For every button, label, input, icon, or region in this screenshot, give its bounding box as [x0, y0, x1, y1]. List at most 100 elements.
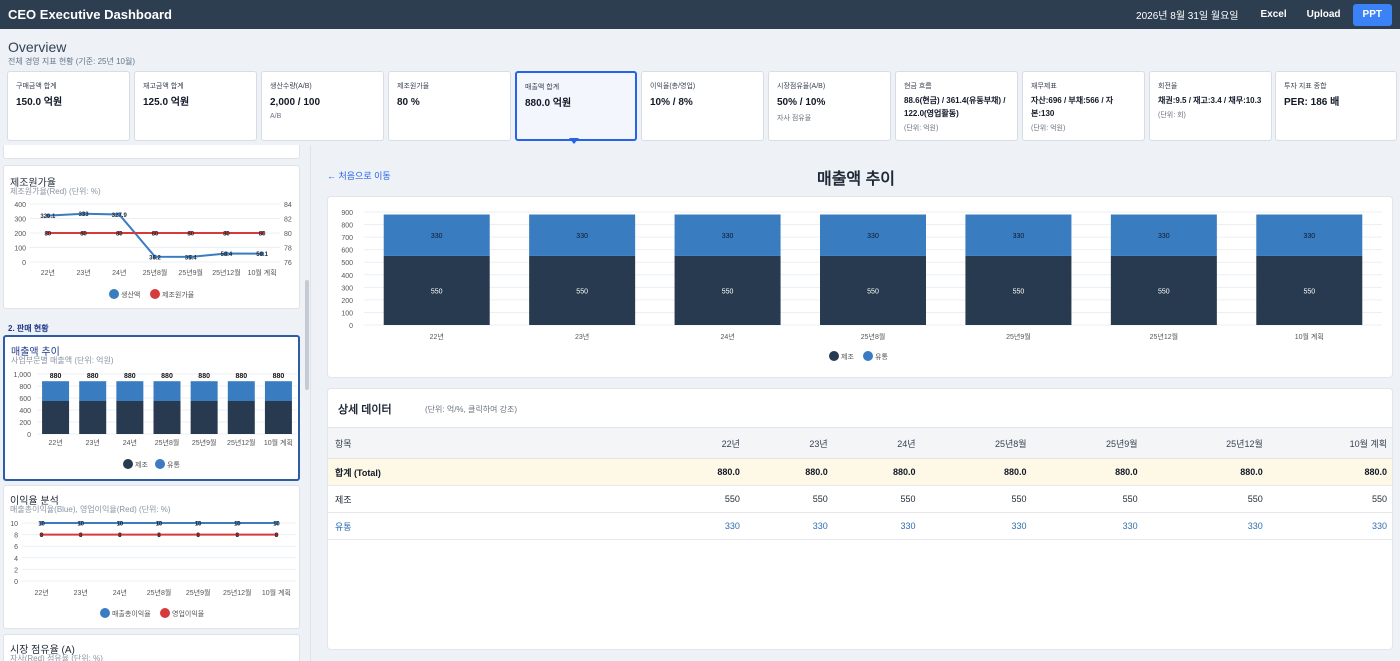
kpi-value: 80 % [397, 97, 420, 108]
x-tick-label: 25년8월 [143, 268, 168, 277]
data-point [157, 532, 161, 537]
kpi-label: 매출액 합계 [525, 84, 560, 91]
mini-sales-chart: 0 200 400 600 800 1,000 880 22년 880 23년 880 24년 880 2… [13, 372, 297, 469]
legend-label: 유통 [875, 353, 888, 361]
data-label: 80 [45, 232, 52, 238]
data-point [224, 251, 229, 256]
table-cell: 880.0 [834, 458, 923, 486]
kpi-card-production[interactable]: 생산수량(A/B) 2,000 / 100 A/B [261, 71, 384, 141]
kpi-card-financials[interactable]: 재무제표 자산:696 / 부채:566 / 자본:130 (단위: 억원) [1022, 71, 1145, 141]
data-label: 330 [722, 233, 734, 240]
x-tick-label: 10월 계획 [1295, 332, 1324, 341]
data-label: 8 [40, 533, 44, 539]
y-tick-label: 100 [14, 246, 26, 253]
legend-label: 제조 [841, 353, 854, 361]
back-to-start-link[interactable]: ← 처음으로 이동 [327, 171, 391, 181]
x-tick-label: 23년 [76, 268, 90, 277]
profit-ratio-chart: 0 2 4 6 8 10 22년 23년 24년 25년8월 25년9월 25년12월 10월 계획 10… [10, 521, 296, 618]
excel-button[interactable]: Excel [1260, 9, 1287, 20]
table-cell: 330 [1269, 512, 1392, 540]
chart-card-sales[interactable]: 매출액 추이 사업부문별 매출액 (단위: 억원) 0 200 400 600 800 1… [3, 335, 300, 481]
table-cell: 550 [746, 485, 835, 513]
left-panel-scrollbar[interactable] [305, 280, 309, 390]
bar-segment [264, 381, 292, 401]
x-tick-label: 24년 [112, 268, 126, 277]
y-tick-label: 700 [341, 235, 353, 242]
x-tick-label: 25년9월 [192, 438, 217, 447]
kpi-value: 150.0 억원 [16, 97, 63, 108]
table-row[interactable]: 제조 550 550 550 550 550 550 550 [328, 485, 1392, 513]
data-point [224, 231, 229, 235]
kpi-card-turnover[interactable]: 회전율 채권:9.5 / 재고:3.4 / 채무:10.3 (단위: 회) [1149, 71, 1272, 141]
table-cell: 880.0 [1033, 458, 1145, 486]
bar-segment [153, 401, 181, 434]
table-cell: 330 [746, 512, 835, 540]
data-label: 36.2 [149, 255, 161, 261]
card-subtitle: 자사(Red) 점유율 (단위: %) [10, 654, 103, 661]
row-label: 합계 (Total) [328, 458, 419, 486]
y-tick-label: 0 [14, 579, 18, 586]
ppt-button[interactable]: PPT [1352, 3, 1392, 26]
kpi-card-investment[interactable]: 투자 지표 종합 PER: 186 배 [1275, 71, 1397, 141]
table-cell: 550 [922, 485, 1034, 513]
chart-card-profit[interactable]: 이익율 분석 매출총이익율(Blue), 영업이익율(Red) (단위: %) … [3, 485, 300, 629]
y-tick-label: 0 [22, 260, 26, 267]
data-point [274, 521, 279, 525]
y2-tick-label: 84 [284, 202, 292, 209]
kpi-row: 구매금액 합계 150.0 억원 재고금액 합계 125.0 억원 생산수량(A… [7, 71, 1397, 141]
table-header-row: 항목 22년 23년 24년 25년8월 25년9월 25년12월 10월 계획 [328, 427, 1392, 459]
kpi-note: (단위: 억원) [904, 125, 939, 132]
kpi-card-cost-ratio[interactable]: 제조원가율 80 % [388, 71, 511, 141]
chart-card-partial[interactable] [3, 145, 300, 159]
y-tick-label: 500 [341, 260, 353, 267]
main-chart-title: 매출액 추이 [816, 171, 896, 188]
kpi-label: 현금 흐름 [904, 83, 932, 90]
kpi-value: 채권:9.5 / 재고:3.4 / 채무:10.3 [1158, 96, 1262, 105]
bar-segment [1110, 214, 1217, 256]
total-label: 880 [198, 373, 210, 380]
chart-card-market-share[interactable]: 시장 점유율 (A) 자사(Red) 점유율 (단위: %) [3, 634, 300, 661]
kpi-card-market-share[interactable]: 시장점유율(A/B) 50% / 10% 자사 점유율 [768, 71, 891, 141]
x-tick-label: 24년 [113, 588, 127, 597]
x-tick-label: 25년12월 [227, 438, 255, 447]
bar-segment [79, 381, 107, 401]
data-label: 330 [431, 233, 443, 240]
data-label: 80 [187, 232, 194, 238]
kpi-card-profit-ratio[interactable]: 이익율(총/영업) 10% / 8% [641, 71, 764, 141]
row-label: 유통 [328, 512, 419, 540]
upload-button[interactable]: Upload [1306, 9, 1341, 20]
y-tick-label: 1,000 [13, 372, 31, 379]
section-label-sales: 2. 판매 현황 [8, 324, 49, 333]
x-tick-label: 22년 [48, 438, 62, 447]
col-header: 25년9월 [1033, 427, 1145, 459]
data-label: 330 [1303, 233, 1315, 240]
kpi-card-sales[interactable]: 매출액 합계 880.0 억원 [515, 71, 637, 141]
kpi-card-purchase[interactable]: 구매금액 합계 150.0 억원 [7, 71, 130, 141]
legend-marker [160, 608, 170, 618]
data-point [153, 254, 157, 259]
data-point [117, 231, 122, 235]
legend-label: 유통 [167, 461, 180, 469]
data-point [117, 212, 122, 217]
bar-segment [529, 255, 636, 325]
x-tick-label: 24년 [720, 332, 734, 341]
sales-trend-chart: 0 100 200 300 400 500 600 700 800 900 550 330 22년 550… [341, 210, 1382, 361]
bar-segment [383, 214, 490, 256]
total-label: 880 [124, 373, 136, 380]
table-row[interactable]: 유통 330 330 330 330 330 330 330 [328, 512, 1392, 540]
table-row[interactable]: 합계 (Total) 880.0 880.0 880.0 880.0 880.0 880.0… [328, 458, 1392, 486]
x-tick-label: 22년 [34, 588, 48, 597]
data-label: 80 [259, 232, 266, 238]
kpi-card-inventory[interactable]: 재고금액 합계 125.0 억원 [134, 71, 257, 141]
bar-segment [965, 255, 1072, 325]
data-label: 58.1 [256, 252, 268, 258]
chart-card-cost-ratio[interactable]: 제조원가율 제조원가율(Red) (단위: %) 0 100 200 300 400 76… [3, 165, 300, 309]
data-label: 10 [117, 522, 124, 528]
kpi-card-cash-flow[interactable]: 현금 흐름 88.6(현금) / 361.4(유동부채) / 122.0(영업활… [895, 71, 1018, 141]
bar-segment [820, 255, 926, 325]
x-tick-label: 25년8월 [155, 438, 180, 447]
table-cell: 330 [1144, 512, 1270, 540]
kpi-label: 이익율(총/영업) [650, 83, 696, 90]
x-tick-label: 25년9월 [186, 588, 211, 597]
legend-marker [123, 459, 133, 469]
